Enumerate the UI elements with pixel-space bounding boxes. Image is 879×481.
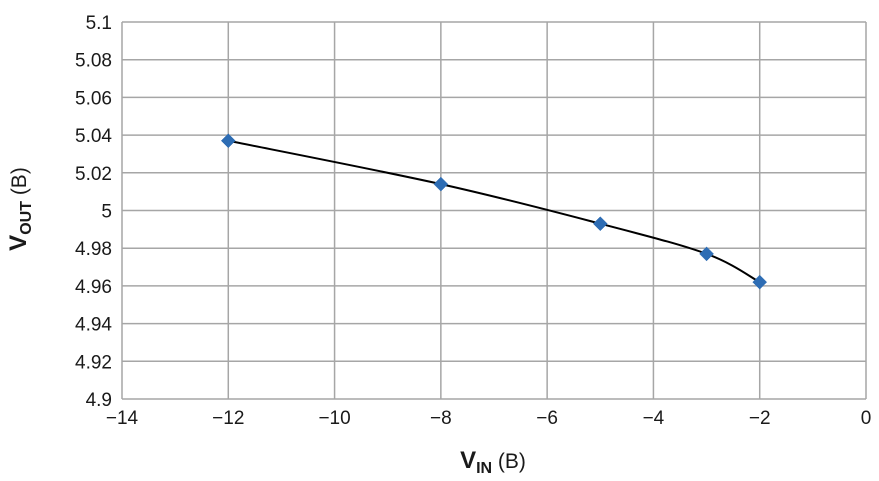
- x-tick-label: 0: [861, 408, 872, 429]
- x-tick-label: −10: [318, 408, 350, 429]
- x-tick-label: −14: [106, 408, 139, 429]
- x-axis-label: VIN (B): [460, 447, 526, 477]
- x-tick-labels: −14 −12 −10 −8 −6 −4 −2 0: [106, 408, 871, 429]
- y-tick-label: 5.06: [75, 88, 112, 109]
- data-point-marker: [433, 176, 449, 192]
- x-axis-label-main: V: [460, 447, 476, 474]
- series-line: [228, 139, 761, 284]
- data-point-marker: [220, 133, 236, 149]
- y-tick-label: 5: [101, 202, 112, 223]
- grid: [121, 21, 867, 400]
- y-tick-label: 4.92: [75, 352, 112, 373]
- y-tick-label: 4.9: [86, 390, 112, 411]
- data-point-marker: [592, 216, 608, 232]
- y-tick-label: 5.1: [86, 13, 112, 34]
- x-tick-label: −12: [212, 408, 244, 429]
- y-axis-label-main: V: [5, 235, 32, 251]
- y-tick-label: 5.02: [75, 164, 112, 185]
- series: [220, 133, 768, 290]
- x-tick-label: −4: [643, 408, 665, 429]
- data-point-marker: [699, 246, 714, 262]
- y-axis-label: VOUT (B): [5, 167, 35, 251]
- x-axis-label-subscript: IN: [476, 460, 492, 477]
- x-tick-label: −8: [430, 408, 452, 429]
- data-point-marker: [752, 274, 768, 290]
- y-tick-label: 4.96: [75, 277, 112, 298]
- y-tick-label: 4.94: [75, 315, 112, 336]
- y-tick-label: 4.98: [75, 239, 112, 260]
- y-axis-label-subscript: OUT: [18, 201, 35, 235]
- y-tick-label: 5.08: [75, 51, 112, 72]
- y-axis-label-unit: (B): [8, 167, 31, 201]
- x-tick-label: −6: [536, 408, 558, 429]
- y-tick-labels: 4.9 4.92 4.94 4.96 4.98 5 5.02 5.04 5.06 5.08 5.1: [75, 13, 112, 411]
- y-tick-label: 5.04: [75, 126, 112, 147]
- x-axis-label-unit: (B): [492, 450, 526, 473]
- x-tick-label: −2: [749, 408, 771, 429]
